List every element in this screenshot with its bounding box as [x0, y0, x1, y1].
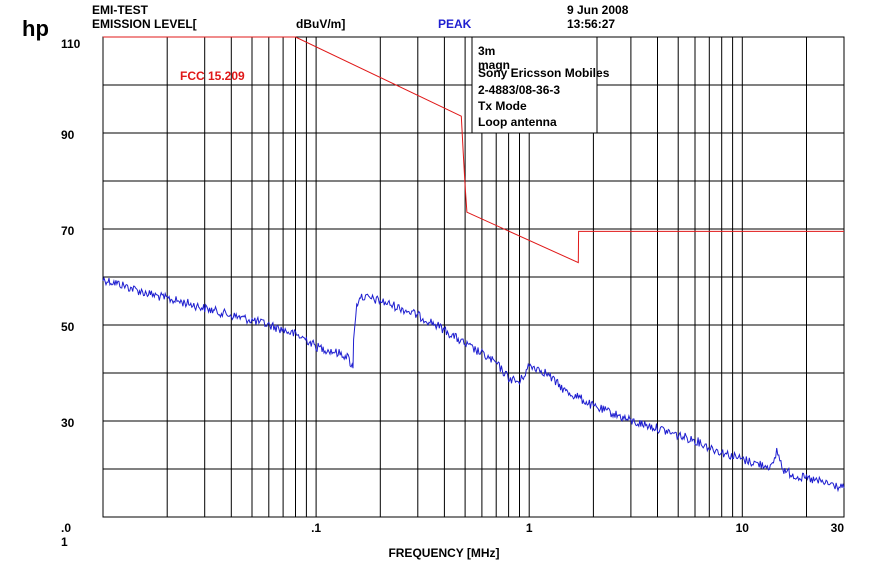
detector-label: PEAK	[438, 17, 472, 31]
annotation-distance: 3m	[478, 44, 495, 58]
annotation-tx-mode: Tx Mode	[478, 99, 527, 113]
unit-label: dBuV/m]	[296, 17, 345, 31]
limit-line	[103, 36, 844, 264]
x-tick-label: 1	[526, 521, 533, 535]
y-axis-ticks: 110 90 70 50 30	[61, 37, 81, 430]
y-tick-label: 90	[61, 128, 75, 142]
annotation-box	[471, 36, 598, 134]
x-tick-label: .1	[311, 521, 321, 535]
level-label: EMISSION LEVEL[	[92, 17, 197, 31]
y-tick-label: 30	[61, 416, 75, 430]
test-name: EMI-TEST	[92, 3, 149, 17]
x-axis-label: FREQUENCY [MHz]	[388, 546, 499, 560]
x-tick-sublabel: 1	[61, 535, 68, 549]
date-label: 9 Jun 2008	[567, 3, 629, 17]
y-tick-label: 110	[61, 37, 81, 51]
x-tick-label: 30	[831, 521, 845, 535]
x-tick-label: .0	[61, 521, 71, 535]
x-tick-label: 10	[736, 521, 750, 535]
annotation-antenna: Loop antenna	[478, 115, 557, 129]
annotation-report: 2-4883/08-36-3	[478, 83, 560, 97]
measurement-trace	[102, 276, 845, 493]
time-label: 13:56:27	[567, 17, 615, 31]
annotation-mode: magn	[478, 58, 510, 72]
hp-logo: hp	[22, 16, 49, 41]
annotation-customer: Sony Ericsson Mobiles	[478, 66, 610, 80]
x-axis-ticks: .0 .1 1 10 30	[61, 521, 844, 535]
y-tick-label: 50	[61, 320, 75, 334]
limit-label: FCC 15.209	[180, 69, 245, 83]
y-tick-label: 70	[61, 224, 75, 238]
